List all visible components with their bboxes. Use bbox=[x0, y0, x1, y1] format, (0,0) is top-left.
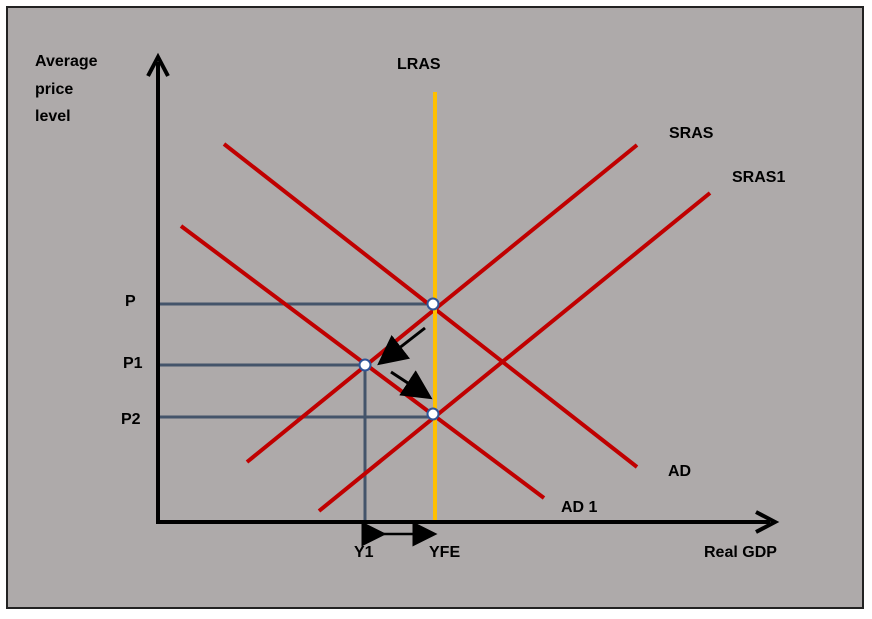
price-p2-label: P2 bbox=[121, 411, 141, 428]
equilibrium-point-short-run bbox=[358, 358, 372, 372]
price-p-label: P bbox=[125, 293, 136, 310]
sras-label: SRAS bbox=[669, 125, 714, 142]
x-axis-label: Real GDP bbox=[704, 544, 777, 561]
shift-arrow-down-right bbox=[390, 370, 433, 400]
output-y1-label: Y1 bbox=[354, 544, 374, 561]
equilibrium-point-initial bbox=[426, 297, 440, 311]
lras-label: LRAS bbox=[397, 56, 441, 73]
ad-label: AD bbox=[668, 463, 691, 480]
sras1-curve bbox=[317, 191, 712, 513]
y-axis-label-line3: level bbox=[35, 108, 71, 125]
price-p1-label: P1 bbox=[123, 355, 143, 372]
y-axis-label-line2: price bbox=[35, 81, 73, 98]
y-axis-label-line1: Average bbox=[35, 53, 98, 70]
ad1-label: AD 1 bbox=[561, 499, 598, 516]
sras1-label: SRAS1 bbox=[732, 169, 785, 186]
equilibrium-point-long-run bbox=[426, 407, 440, 421]
output-yfe-label: YFE bbox=[429, 544, 460, 561]
shift-arrow-down-left bbox=[377, 326, 426, 366]
sras-curve bbox=[245, 143, 639, 464]
x-axis-arrowhead bbox=[755, 510, 780, 534]
y-axis-arrowhead bbox=[146, 52, 170, 77]
